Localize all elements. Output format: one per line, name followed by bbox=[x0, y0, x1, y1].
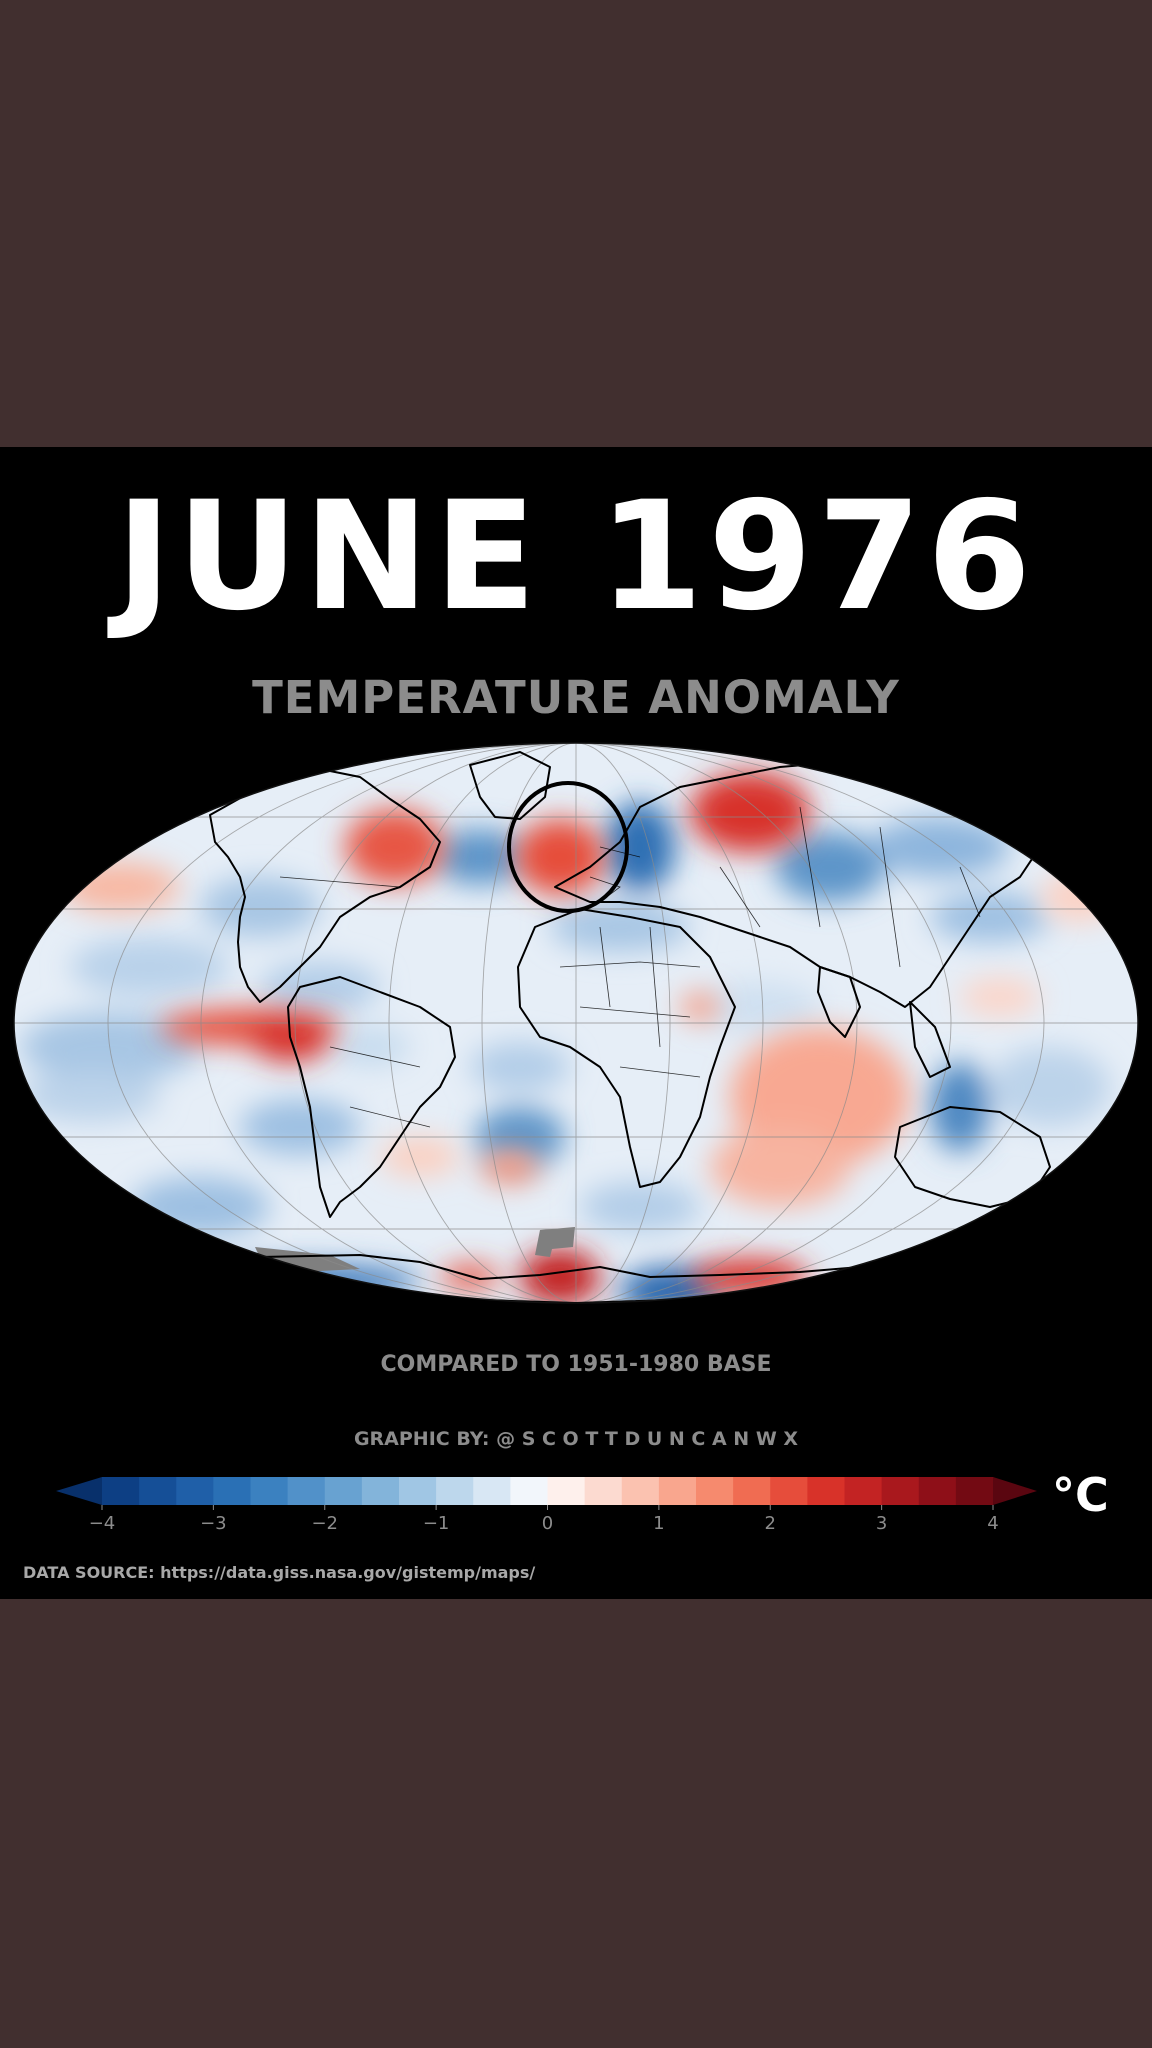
colorbar-segment bbox=[770, 1477, 808, 1505]
colorbar-segment bbox=[139, 1477, 177, 1505]
graphic-credit: GRAPHIC BY: @ S C O T T D U N C A N W X bbox=[353, 1428, 799, 1450]
eurasia-outline bbox=[554, 761, 1041, 1008]
colorbar-segment bbox=[696, 1477, 734, 1505]
graphic-panel: JUNE 1976 TEMPERATURE ANOMALY bbox=[0, 447, 1152, 1599]
colorbar-extend-min bbox=[56, 1477, 102, 1505]
baseline-note: COMPARED TO 1951-1980 BASE bbox=[380, 1352, 772, 1377]
colorbar-segment bbox=[621, 1477, 660, 1505]
india-outline bbox=[817, 966, 861, 1038]
colorbar-segment bbox=[361, 1477, 400, 1505]
colorbar-segment bbox=[807, 1477, 846, 1505]
colorbar-segment bbox=[510, 1477, 549, 1505]
colorbar-tick-label: 1 bbox=[653, 1513, 664, 1534]
colorbar-segment bbox=[436, 1477, 474, 1505]
colorbar-unit: °C bbox=[1052, 1468, 1109, 1522]
cold-anomaly-regions bbox=[20, 802, 1130, 1303]
colorbar-tick-label: 4 bbox=[987, 1513, 998, 1534]
subtitle: TEMPERATURE ANOMALY bbox=[252, 671, 900, 724]
colorbar: −4 −3 −2 −1 0 1 2 3 4 bbox=[56, 1477, 1037, 1534]
colorbar-segments bbox=[56, 1477, 1037, 1505]
colorbar-segment bbox=[584, 1477, 623, 1505]
map-border bbox=[13, 742, 1139, 1304]
anomaly-map bbox=[13, 742, 1139, 1304]
colorbar-tick-label: −4 bbox=[89, 1513, 116, 1534]
se-asia-outline bbox=[909, 1001, 951, 1078]
colorbar-segment bbox=[881, 1477, 920, 1505]
colorbar-segment bbox=[658, 1477, 697, 1505]
colorbar-segment bbox=[324, 1477, 363, 1505]
colorbar-segment bbox=[176, 1477, 214, 1505]
greenland-outline bbox=[469, 751, 551, 820]
colorbar-tick-label: 3 bbox=[876, 1513, 887, 1534]
colorbar-segment bbox=[955, 1477, 994, 1505]
europe-highlight-circle bbox=[507, 781, 629, 913]
data-source: DATA SOURCE: https://data.giss.nasa.gov/… bbox=[23, 1563, 536, 1582]
colorbar-tick-label: −3 bbox=[200, 1513, 227, 1534]
colorbar-segment bbox=[844, 1477, 883, 1505]
colorbar-segment bbox=[918, 1477, 957, 1505]
colorbar-segment bbox=[733, 1477, 771, 1505]
colorbar-segment bbox=[213, 1477, 252, 1505]
colorbar-segment bbox=[287, 1477, 326, 1505]
colorbar-segment bbox=[399, 1477, 437, 1505]
colorbar-segment bbox=[547, 1477, 586, 1505]
colorbar-tick-label: −1 bbox=[423, 1513, 450, 1534]
colorbar-tick-label: −2 bbox=[311, 1513, 338, 1534]
south-america-outline bbox=[287, 976, 456, 1218]
colorbar-extend-max bbox=[993, 1477, 1037, 1505]
africa-outline bbox=[517, 908, 736, 1188]
colorbar-ticks: −4 −3 −2 −1 0 1 2 3 4 bbox=[89, 1505, 999, 1534]
colorbar-segment bbox=[473, 1477, 511, 1505]
north-america-outline bbox=[209, 768, 441, 1003]
colorbar-tick-label: 2 bbox=[765, 1513, 776, 1534]
colorbar-tick-label: 0 bbox=[542, 1513, 553, 1534]
colorbar-segment bbox=[250, 1477, 289, 1505]
colorbar-segment bbox=[102, 1477, 140, 1505]
country-borders bbox=[279, 806, 981, 1128]
page-title: JUNE 1976 bbox=[115, 470, 1037, 644]
